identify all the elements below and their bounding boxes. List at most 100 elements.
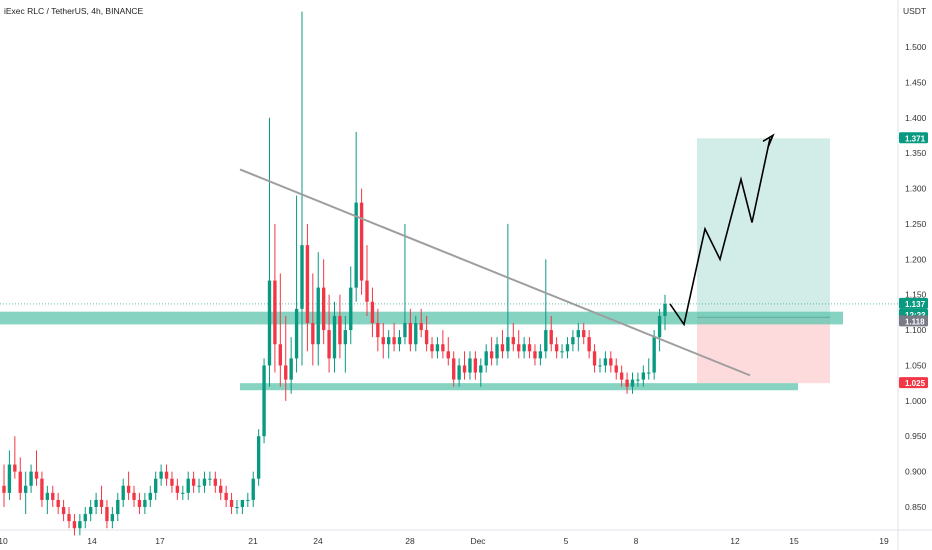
candle-body — [23, 485, 28, 493]
candle-body — [452, 358, 456, 380]
candle-body — [354, 202, 358, 288]
candle-body — [13, 464, 17, 472]
candle-body — [278, 344, 282, 366]
candle-body — [625, 379, 629, 387]
candle-body — [284, 365, 288, 380]
candle-body — [392, 337, 396, 345]
candle-body — [105, 507, 109, 522]
time-tick-label: 10 — [0, 536, 8, 546]
candle-body — [468, 358, 472, 373]
candle-body — [343, 330, 348, 345]
candle-body — [560, 351, 564, 353]
candle-body — [61, 507, 66, 515]
candle-body — [208, 478, 212, 480]
candle-body — [316, 287, 320, 345]
candle-body — [235, 507, 239, 508]
time-tick-label: Dec — [470, 536, 486, 546]
price-tick-label: 1.400 — [905, 113, 927, 123]
stop-zone — [697, 317, 830, 384]
candle-body — [332, 315, 337, 359]
candle-body — [175, 485, 180, 493]
candle-body — [663, 303, 667, 316]
candle-body — [170, 478, 174, 486]
candle-body — [533, 351, 537, 359]
candle-body — [441, 344, 445, 352]
candle-body — [657, 315, 662, 338]
candle-body — [473, 358, 478, 373]
candle-body — [430, 344, 434, 352]
candle-body — [202, 478, 207, 486]
candle-body — [619, 372, 624, 380]
candle-body — [219, 485, 223, 493]
candle-body — [321, 287, 326, 331]
candle-body — [197, 485, 201, 487]
candle-body — [527, 344, 532, 352]
candle-body — [587, 337, 591, 352]
candle-body — [267, 280, 272, 366]
candle-body — [159, 471, 163, 479]
candle-body — [338, 315, 342, 345]
candle-body — [246, 499, 250, 501]
price-tick-label: 0.900 — [905, 467, 927, 477]
time-tick-label: 15 — [789, 536, 799, 546]
candle-body — [565, 344, 570, 352]
projection-path — [669, 138, 771, 327]
time-tick-label: 21 — [248, 536, 258, 546]
candle-body — [370, 301, 375, 323]
price-badge — [899, 132, 928, 144]
time-tick-label: 28 — [405, 536, 415, 546]
candle-body — [191, 478, 196, 486]
candle-body — [45, 492, 50, 500]
candle-body — [582, 330, 586, 338]
price-tick-label: 1.100 — [905, 325, 927, 335]
trendline — [239, 168, 751, 377]
candle-body — [408, 323, 413, 345]
candle-body — [435, 344, 440, 352]
candle-body — [554, 344, 559, 352]
candle-body — [636, 379, 640, 381]
candle-body — [446, 351, 450, 359]
candle-body — [2, 485, 6, 493]
candle-body — [110, 514, 115, 522]
candle-body — [522, 344, 526, 352]
candle-body — [7, 464, 12, 493]
candle-body — [517, 344, 521, 352]
time-tick-label: 12 — [730, 536, 740, 546]
candles — [2, 11, 667, 536]
candle-body — [614, 365, 618, 373]
candle-body — [181, 492, 185, 494]
candle-body — [89, 507, 93, 515]
candle-body — [647, 372, 651, 374]
candle-body — [506, 337, 510, 352]
candle-body — [186, 478, 190, 493]
price-tick-label: 1.300 — [905, 184, 927, 194]
price-badge — [899, 315, 928, 327]
candle-body — [359, 202, 364, 281]
time-tick-label: 24 — [313, 536, 323, 546]
time-axis[interactable]: 10 14 17 21 24 28 Dec 5 8 12 15 19 — [0, 536, 889, 546]
candle-body — [403, 323, 407, 338]
projection-arrowhead — [762, 133, 775, 148]
candle-body — [484, 351, 488, 366]
candle-body — [29, 471, 33, 486]
candle-body — [592, 351, 597, 366]
candle-body — [365, 280, 369, 302]
candle-body — [137, 499, 142, 507]
support-zone — [240, 383, 798, 391]
price-axis[interactable]: 1.500 1.450 1.400 1.350 1.300 1.250 1.200 1.150… — [905, 42, 927, 512]
candle-body — [387, 337, 391, 345]
candle-body — [289, 358, 293, 380]
candle-body — [40, 478, 44, 500]
candle-body — [256, 436, 261, 479]
price-badge-label: 1.371 — [905, 134, 926, 143]
time-tick-label: 19 — [879, 536, 889, 546]
price-tick-label: 0.850 — [905, 502, 927, 512]
time-tick-label: 8 — [634, 536, 639, 546]
candle-body — [121, 485, 125, 500]
candle-body — [603, 358, 608, 366]
candle-body — [126, 485, 131, 493]
